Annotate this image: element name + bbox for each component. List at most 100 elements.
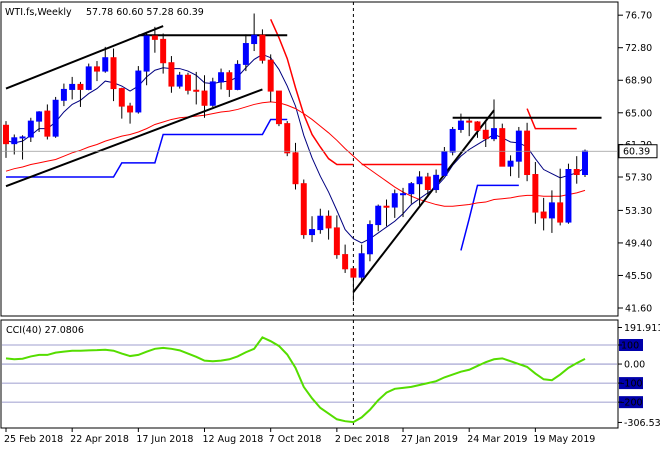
candle-body [176, 74, 183, 87]
candle-body [3, 124, 9, 145]
symbol-label: WTI.fs,Weekly [5, 7, 72, 18]
candle-body [424, 176, 431, 191]
cci-axis: 191.9111 100 0.00 -100 -200 -306.539 [618, 323, 660, 429]
candle-body [184, 74, 191, 91]
candle-body [366, 224, 373, 255]
candle-body [325, 215, 332, 229]
red-upper-step [526, 108, 577, 130]
time-tick-label: 27 Jan 2019 [401, 434, 458, 445]
candle-body [400, 193, 407, 196]
candle-body [143, 35, 150, 72]
cci-label: CCI(40) 27.0806 [6, 325, 84, 336]
time-tick-label: 12 Aug 2018 [203, 434, 264, 445]
time-tick-label: 25 Feb 2018 [4, 434, 63, 445]
candle-body [408, 183, 415, 195]
cci-grid [2, 344, 617, 403]
price-tick-label: 68.90 [625, 76, 652, 87]
candle-body [309, 229, 316, 236]
cci-tick-label: 0.00 [624, 360, 645, 371]
candle-body [209, 81, 216, 106]
rally-trend-line [352, 109, 495, 293]
candle-body [358, 253, 365, 278]
cci-marks [5, 336, 586, 424]
candle-body [383, 205, 390, 208]
time-tick-label: 7 Oct 2018 [269, 434, 322, 445]
price-tick-label: 45.50 [625, 271, 652, 282]
candle-body [548, 202, 555, 219]
candle-body [582, 150, 588, 176]
candle-body [524, 130, 531, 176]
candle-body [416, 176, 423, 185]
candle-body [36, 111, 43, 122]
current-price-box [618, 144, 658, 159]
cci-level-box [619, 339, 643, 351]
cci-tick-label: 191.9111 [624, 323, 660, 334]
candle-body [94, 66, 100, 72]
cci-line [5, 336, 586, 424]
candle-body [300, 183, 307, 236]
candle-body [226, 72, 233, 90]
time-tick-label: 19 May 2019 [533, 434, 595, 445]
blue-support-step-late [460, 184, 519, 251]
candle-body [474, 121, 481, 131]
candle-body [491, 128, 497, 140]
price-tick-label: 49.40 [625, 238, 652, 249]
channel-lower-line [5, 88, 263, 188]
candle-body [44, 110, 51, 137]
candle-body [135, 70, 142, 113]
candle-body [507, 160, 514, 167]
candle-body [77, 83, 84, 90]
current-price-label: 60.39 [623, 147, 650, 158]
candle-body [160, 38, 167, 64]
price-tick-label: 53.30 [625, 206, 652, 217]
cci-tick-label: 100 [621, 341, 639, 352]
cci-tick-label: -200 [621, 398, 643, 409]
price-pane[interactable]: WTI.fs,Weekly 57.78 60.60 57.28 60.39 76… [0, 1, 658, 428]
candle-body [11, 137, 18, 145]
candle-body [466, 120, 473, 123]
candle-body [284, 123, 291, 154]
candle-body [540, 211, 547, 219]
time-tick-label: 22 Apr 2018 [70, 434, 129, 445]
candle-body [127, 105, 134, 113]
price-tick-label: 41.60 [625, 303, 652, 314]
candle-body [449, 128, 456, 153]
candle-body [110, 57, 117, 90]
candle-body [102, 57, 109, 72]
candle-body [457, 120, 464, 130]
red-trailing-drop [270, 19, 354, 166]
cci-tick-label: -306.539 [624, 418, 660, 429]
price-tick-label: 65.00 [625, 108, 652, 119]
cci-pane[interactable]: CCI(40) 27.0806 191.9111 100 0.00 -100 -200 -… [0, 319, 660, 429]
candle-body [151, 35, 158, 40]
candle-body [557, 202, 564, 223]
price-tick-label: 57.30 [625, 173, 652, 184]
candle-body [292, 152, 299, 185]
candle-body [515, 130, 522, 162]
price-pane-frame [0, 1, 619, 317]
candle-body [52, 99, 59, 137]
time-tick-label: 24 Mar 2019 [467, 434, 527, 445]
time-tick-label: 2 Dec 2018 [335, 434, 390, 445]
ohlc-label: 57.78 60.60 57.28 60.39 [86, 7, 204, 18]
candle-body [333, 227, 340, 256]
cci-level-box [619, 396, 643, 409]
candle-body [242, 43, 249, 65]
candle-body [573, 169, 580, 176]
candle-body [69, 83, 76, 90]
moving-average-slow [5, 101, 586, 207]
candle-body [118, 88, 125, 107]
candle-body [234, 63, 241, 90]
candle-body [275, 90, 282, 125]
candle-body [251, 34, 258, 45]
channel-upper-line [5, 25, 164, 90]
cci-pane-frame [0, 319, 619, 429]
price-tick-label: 76.70 [625, 11, 652, 22]
candle-body [201, 90, 208, 106]
candle-body [85, 66, 92, 90]
candle-body [433, 174, 440, 191]
price-axis: 76.7072.8068.9065.0061.2057.3053.3049.40… [618, 11, 658, 314]
blue-support-step [6, 118, 288, 178]
